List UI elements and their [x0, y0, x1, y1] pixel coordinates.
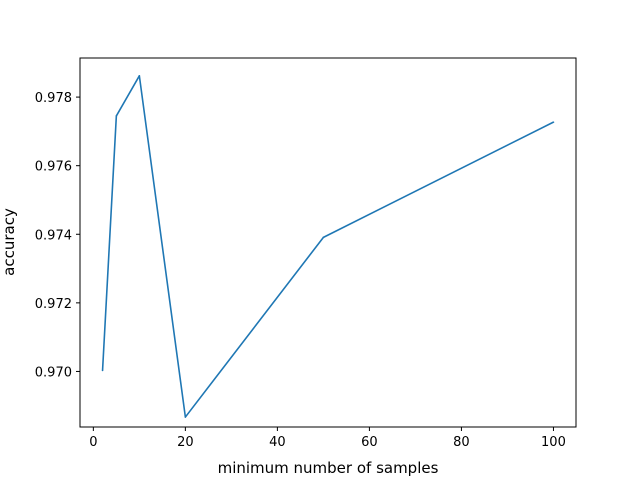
x-axis-label: minimum number of samples [218, 459, 439, 477]
y-axis-label: accuracy [0, 208, 18, 276]
data-point [101, 369, 104, 372]
x-tick-label: 40 [269, 435, 286, 450]
data-point [138, 75, 141, 77]
plot-area [80, 58, 576, 427]
y-tick-label: 0.978 [35, 91, 72, 106]
y-tick-label: 0.974 [35, 228, 72, 243]
y-tick-label: 0.972 [35, 297, 72, 312]
x-tick-label: 80 [453, 435, 470, 450]
data-point [184, 416, 187, 418]
series-line [101, 75, 554, 418]
x-tick-label: 20 [177, 435, 194, 450]
data-point [552, 121, 555, 123]
data-point [322, 236, 325, 239]
plot-frame [79, 57, 577, 428]
x-tick-label: 100 [541, 435, 566, 450]
y-tick-label: 0.976 [35, 160, 72, 175]
ticks-layer: 0 20 40 60 80 100 0.970 0.972 0.974 0.976 0.978 [35, 91, 566, 450]
x-tick-label: 0 [89, 435, 97, 450]
y-tick-label: 0.970 [35, 365, 72, 380]
data-point [115, 115, 118, 117]
x-tick-label: 60 [361, 435, 378, 450]
series-layer [101, 75, 555, 418]
